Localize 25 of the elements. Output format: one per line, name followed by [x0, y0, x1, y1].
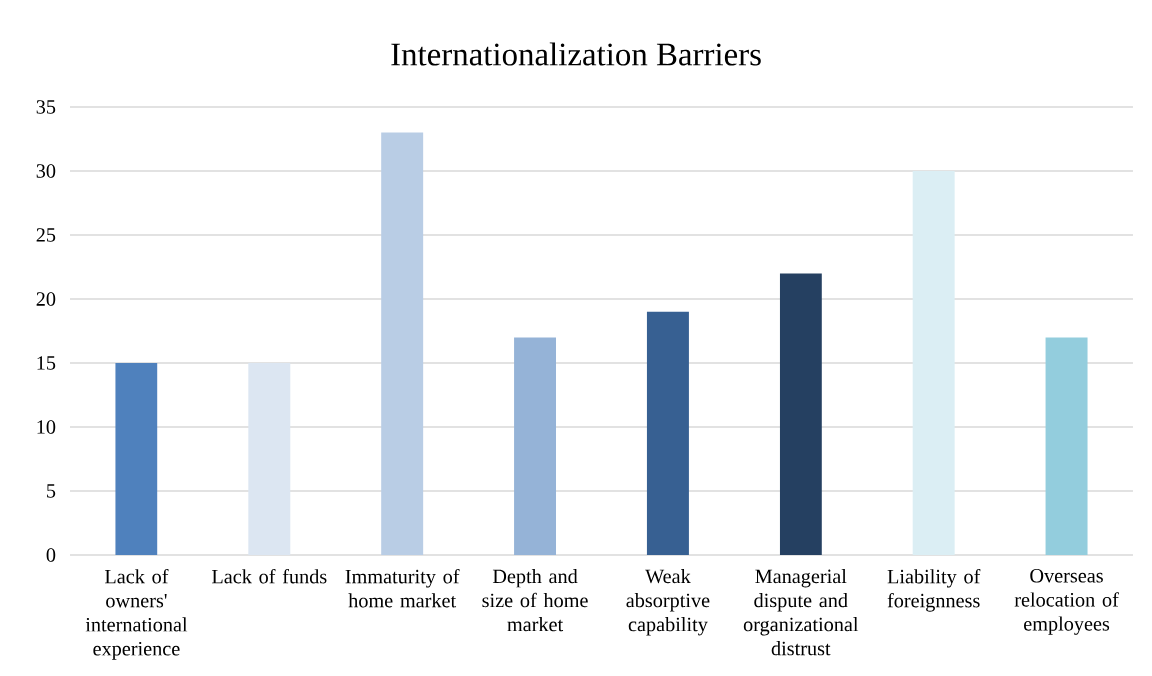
y-tick-label: 35	[36, 100, 56, 114]
x-tick-label: Liability of foreignness	[887, 568, 981, 612]
x-tick-label: Immaturity of home market	[345, 568, 460, 608]
chart-title: Internationalization Barriers	[391, 42, 761, 66]
bar	[1045, 337, 1088, 555]
bar	[779, 273, 822, 555]
x-tick-label: Weak absorptive capability	[626, 568, 710, 636]
bar	[248, 362, 291, 555]
y-tick-label: 15	[37, 356, 56, 370]
x-tick-label: Lack of funds	[212, 568, 327, 584]
y-tick-label: 0	[46, 548, 56, 562]
bar	[514, 337, 557, 555]
bar	[912, 171, 955, 555]
bar	[646, 311, 689, 555]
x-tick-label: Managerial dispute and organizational distrust	[743, 568, 859, 656]
x-tick-label: Lack of owners' international experience	[85, 568, 188, 660]
x-tick-label: Overseas relocation of employees	[1014, 568, 1119, 635]
bar	[115, 362, 158, 555]
y-tick-label: 25	[36, 228, 56, 242]
y-tick-label: 5	[47, 484, 56, 498]
y-tick-label: 20	[36, 292, 56, 306]
y-tick-label: 10	[37, 420, 56, 434]
x-tick-label: Depth and size of home market	[482, 568, 588, 632]
y-tick-label: 30	[36, 164, 56, 178]
bar	[381, 132, 424, 555]
